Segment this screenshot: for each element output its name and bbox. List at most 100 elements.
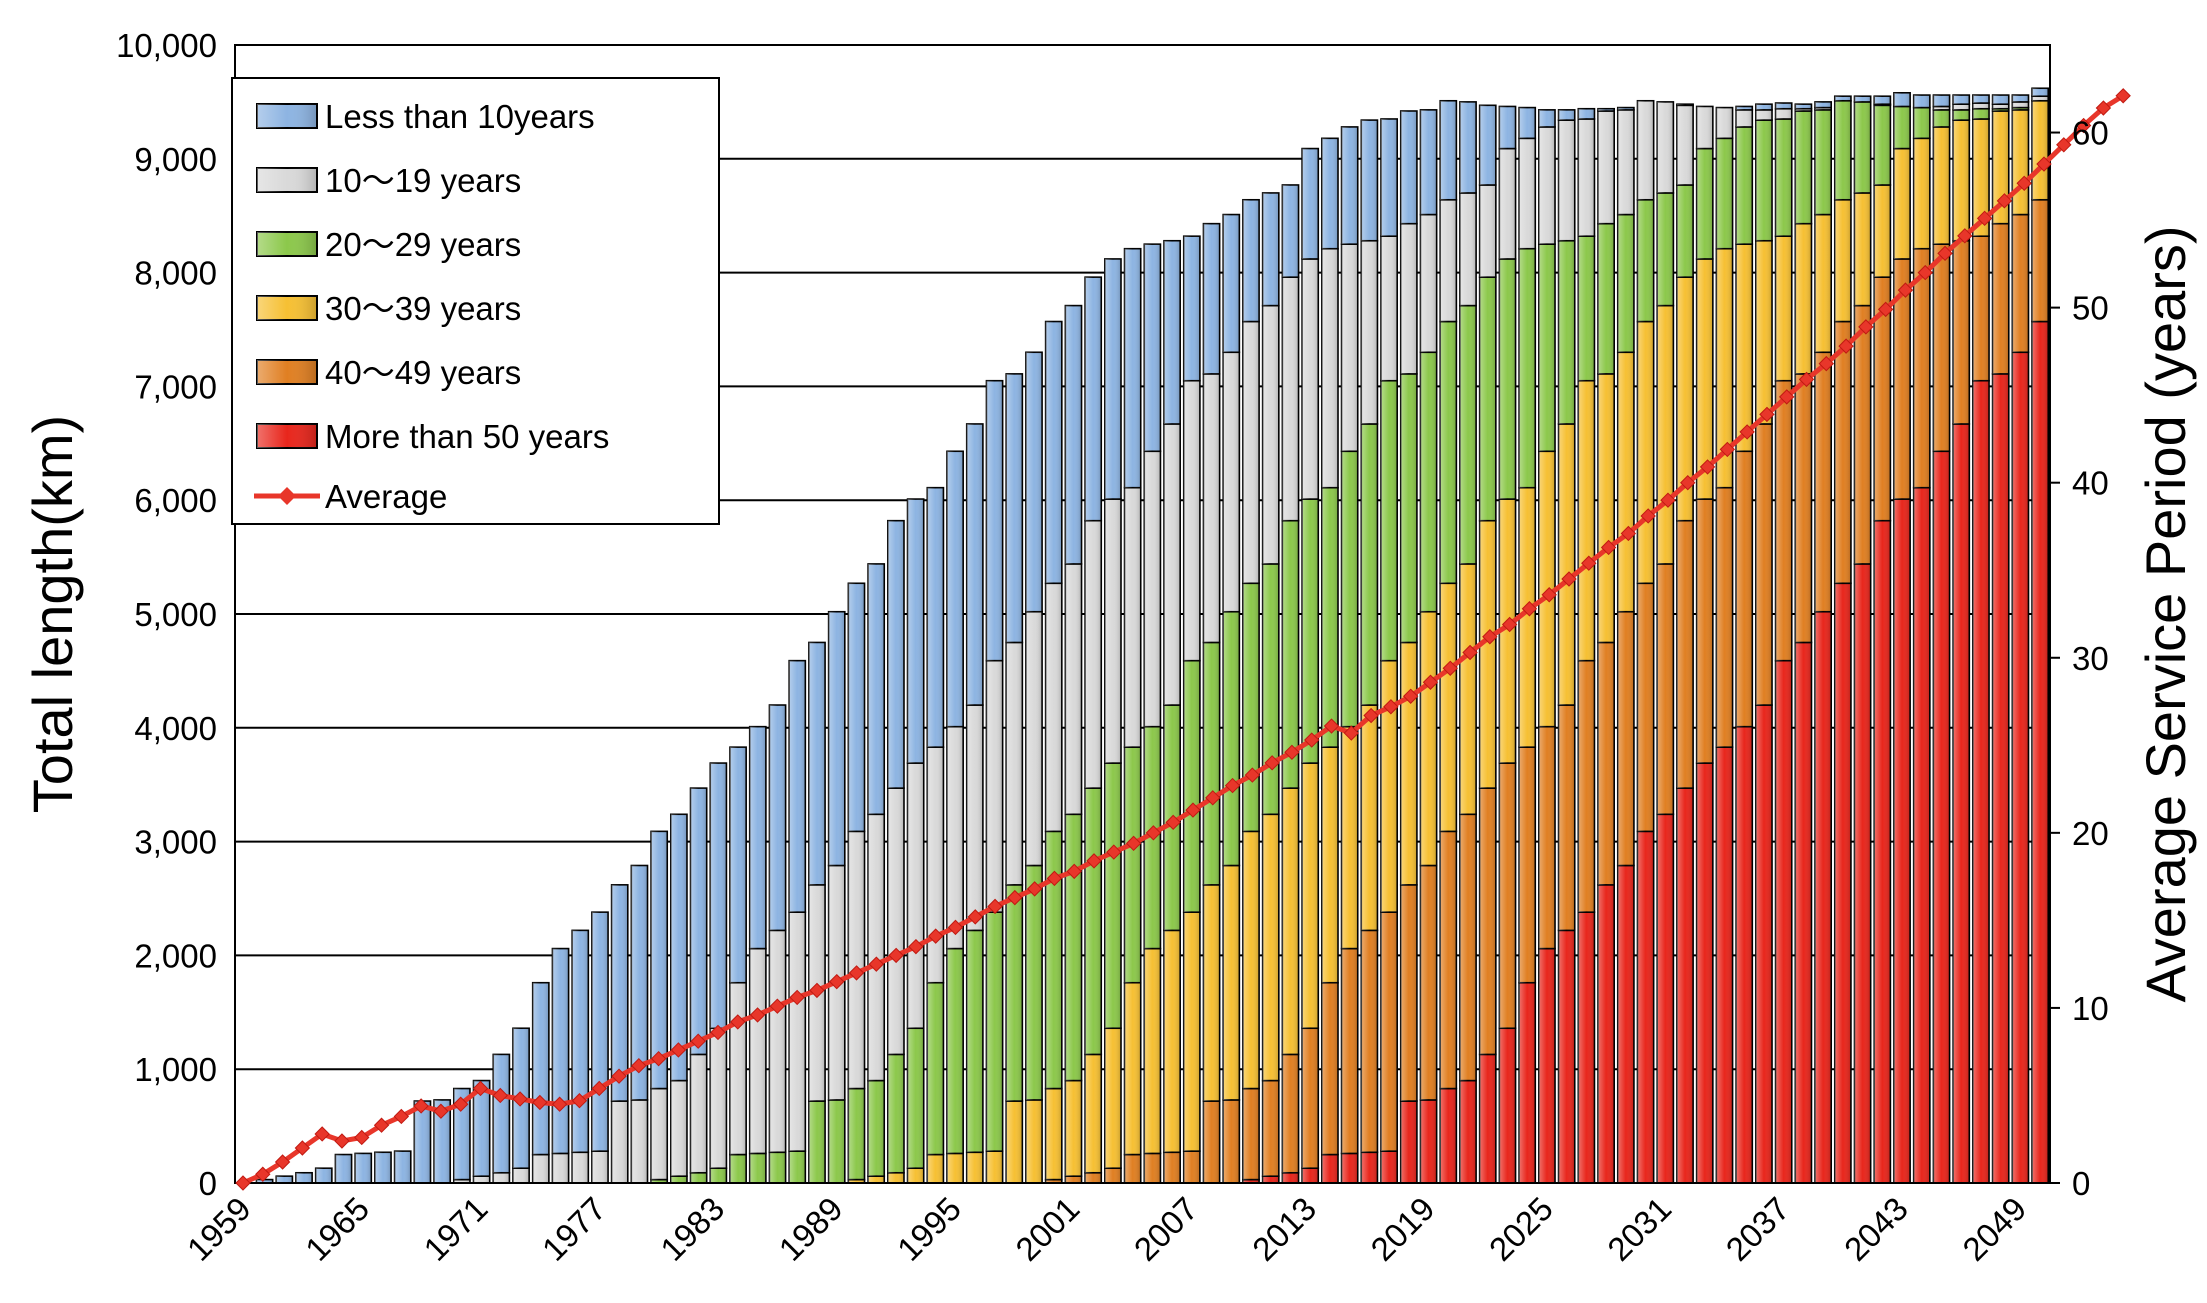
bar-segment-shade [1381, 660, 1398, 913]
bar-segment-shade [729, 982, 747, 1155]
bar-segment-shade [1262, 1176, 1279, 1183]
bar-segment-shade [1361, 930, 1378, 1153]
legend-label: 30〜39 years [325, 290, 521, 327]
bar-segment-shade [1598, 642, 1615, 885]
bar-segment-shade [1025, 611, 1043, 866]
average-point [1620, 525, 1637, 542]
bar-segment-shade [1203, 373, 1220, 643]
bar-segment-shade [1716, 138, 1733, 249]
bar-segment-shade [1262, 1080, 1279, 1177]
bar-1967 [393, 1150, 412, 1184]
bar-segment-shade [1913, 138, 1930, 249]
bar-1962 [295, 1171, 313, 1184]
average-point [690, 1033, 706, 1049]
x-tick-label: 1959 [180, 1190, 258, 1268]
bar-segment-shade [1519, 747, 1536, 983]
bar-1984 [729, 746, 747, 1184]
bar-segment-shade [2032, 100, 2049, 200]
bar-segment-shade [1085, 520, 1102, 789]
bar-segment-shade [1104, 763, 1121, 1029]
average-point [334, 1133, 350, 1149]
bar-segment-shade [986, 380, 1003, 661]
bar-2021 [1459, 101, 1477, 1184]
bar-segment-shade [1676, 105, 1694, 185]
bar-2006 [1163, 239, 1181, 1184]
average-point [1660, 492, 1676, 508]
bar-segment-shade [1144, 948, 1161, 1154]
bar-segment-shade [1183, 1151, 1200, 1183]
bar-segment-shade [1124, 487, 1141, 748]
bar-segment-shade [1400, 223, 1417, 374]
x-axis: 1959 1965 1971 1977 1983 1989 1995 2001 2007 2013… [180, 1190, 2034, 1268]
bar-segment-shade [848, 1179, 865, 1183]
bar-segment-shade [1617, 107, 1634, 110]
average-point [1066, 863, 1082, 880]
bar-segment-shade [1282, 520, 1299, 789]
bar-segment-shade [1144, 1153, 1161, 1183]
bar-segment-shade [1381, 912, 1398, 1152]
bar-segment-shade [1479, 277, 1496, 521]
y-tick-label: 0 [199, 1165, 217, 1202]
average-point [1680, 474, 1696, 491]
average-point [373, 1117, 390, 1133]
bar-segment-shade [1203, 223, 1220, 374]
bar-1994 [926, 486, 945, 1184]
bar-segment-shade [1558, 930, 1575, 1183]
bar-segment-shade [1440, 831, 1457, 1089]
bar-1976 [571, 929, 590, 1184]
bar-segment-shade [1104, 1168, 1121, 1183]
bar-segment-shade [1617, 214, 1634, 353]
bar-2031 [1656, 101, 1675, 1184]
bar-1990 [847, 582, 866, 1184]
bar-segment-shade [1420, 109, 1437, 215]
bar-2007 [1182, 235, 1201, 1184]
bar-segment-shade [1321, 138, 1339, 249]
bar-1970 [452, 1087, 471, 1184]
bar-1992 [887, 519, 905, 1184]
bar-segment-shade [1854, 101, 1871, 193]
bar-segment-shade [1657, 814, 1674, 1183]
bar-segment-shade [1795, 223, 1812, 374]
bar-segment-shade [1598, 108, 1615, 112]
bar-1996 [965, 423, 984, 1184]
bar-segment-shade [1065, 305, 1082, 564]
legend-item: Less than 10years [256, 98, 595, 135]
average-point [1541, 587, 1557, 603]
bar-segment-shade [1440, 583, 1457, 832]
bar-segment-shade [1815, 611, 1832, 1183]
bar-segment-shade [493, 1054, 510, 1173]
average-point [1244, 767, 1261, 783]
bar-segment-shade [1341, 126, 1358, 245]
bar-segment-shade [1716, 487, 1733, 748]
average-point [888, 947, 904, 964]
bar-segment-shade [1183, 380, 1200, 661]
bar-segment-shade [1302, 763, 1319, 1029]
bar-segment-shade [1598, 884, 1615, 1183]
bar-segment-shade [1893, 499, 1911, 1183]
bar-segment-shade [1637, 831, 1654, 1183]
bar-1986 [768, 704, 787, 1184]
bar-segment-shade [1341, 726, 1358, 949]
bar-segment-shade [966, 423, 983, 706]
bar-2000 [1044, 320, 1063, 1184]
y-tick-label: 2,000 [134, 937, 217, 974]
average-point [1363, 707, 1379, 724]
bar-segment-shade [828, 1099, 845, 1183]
bar-2022 [1478, 104, 1497, 1184]
bar-1989 [827, 610, 846, 1184]
average-point [1323, 718, 1340, 734]
bar-segment-shade [1617, 865, 1634, 1183]
average-point [1125, 835, 1142, 852]
y2-tick-label: 30 [2072, 640, 2109, 677]
bar-segment-shade [1657, 563, 1674, 815]
bar-segment-shade [335, 1154, 352, 1183]
bar-segment-shade [1775, 103, 1792, 109]
bar-segment-shade [1736, 126, 1753, 245]
average-point [1185, 802, 1201, 818]
bar-segment-shade [1893, 92, 1911, 107]
bar-segment-shade [1104, 1028, 1121, 1169]
bar-1965 [354, 1152, 373, 1184]
average-point [1561, 571, 1577, 587]
bar-segment-shade [2032, 96, 2049, 101]
bar-segment-shade [2032, 321, 2049, 1183]
